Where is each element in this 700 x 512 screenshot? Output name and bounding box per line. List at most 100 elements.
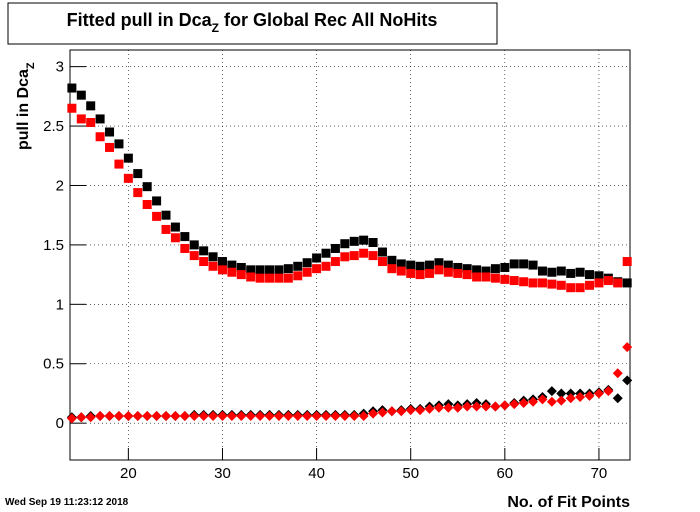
square-point — [566, 268, 576, 278]
diamond-point — [405, 405, 416, 416]
x-tick-label: 30 — [214, 465, 231, 482]
square-point — [406, 260, 416, 270]
square-point — [509, 276, 519, 286]
square-point — [95, 114, 105, 124]
diamond-point — [424, 403, 435, 414]
diamond-point — [349, 411, 360, 422]
y-tick-label: 2.5 — [43, 118, 64, 135]
diamond-point — [151, 411, 162, 422]
diamond-point — [528, 396, 539, 407]
diamond-point — [339, 411, 350, 422]
square-point — [519, 259, 529, 269]
square-point — [199, 246, 209, 256]
x-tick-label: 50 — [402, 465, 419, 482]
diamond-point — [161, 411, 171, 422]
square-point — [462, 270, 472, 280]
square-point — [321, 248, 331, 258]
square-point — [622, 257, 632, 267]
diamond-point — [462, 401, 473, 412]
square-point — [170, 222, 180, 232]
square-point — [528, 260, 538, 270]
diamond-point — [132, 411, 143, 422]
square-point — [547, 279, 557, 289]
square-point — [603, 276, 613, 286]
square-point — [123, 173, 133, 183]
square-point — [425, 260, 435, 270]
diamond-point — [179, 411, 190, 422]
square-point — [114, 159, 124, 169]
diamond-point — [593, 388, 604, 399]
title-sub: Z — [212, 21, 219, 35]
diamond-point — [433, 402, 444, 413]
square-point — [556, 280, 566, 290]
y-tick-label: 0.5 — [43, 356, 64, 373]
square-point — [208, 252, 218, 262]
diamond-point — [622, 342, 633, 353]
square-point — [368, 251, 378, 261]
square-point — [86, 101, 96, 111]
square-point — [189, 240, 199, 250]
square-point — [406, 268, 416, 278]
diamond-point — [321, 411, 331, 422]
square-point — [585, 280, 595, 290]
diamond-point — [368, 408, 379, 419]
square-point — [443, 260, 453, 270]
square-point — [180, 243, 190, 253]
square-point — [415, 261, 425, 271]
diamond-point — [85, 412, 96, 423]
square-point — [312, 253, 322, 263]
square-point — [142, 199, 152, 209]
diamond-point — [575, 392, 586, 403]
square-point — [217, 265, 227, 275]
square-point — [434, 258, 444, 268]
diamond-point — [292, 411, 303, 422]
square-point — [349, 251, 359, 261]
title-box — [7, 2, 498, 45]
diamond-point — [358, 411, 369, 422]
square-point — [227, 267, 237, 277]
square-point — [387, 255, 397, 265]
square-point — [500, 262, 510, 272]
square-point — [274, 265, 284, 275]
diamond-point — [226, 411, 237, 422]
square-point — [472, 265, 482, 275]
diamond-point — [245, 411, 256, 422]
diamond-point — [612, 393, 623, 404]
square-point — [105, 142, 115, 152]
square-point — [161, 224, 171, 234]
y-tick-label: 3 — [56, 59, 64, 76]
diamond-point — [603, 386, 614, 397]
diamond-point — [471, 401, 482, 412]
square-point — [434, 265, 444, 275]
ylabel-part: pull in Dca — [15, 69, 32, 150]
title-part: Fitted pull in Dca — [67, 10, 213, 30]
plot-frame — [69, 49, 631, 461]
diamond-point — [311, 411, 322, 422]
square-point — [575, 283, 585, 293]
square-point — [556, 266, 566, 276]
square-point — [161, 210, 171, 220]
square-point — [95, 132, 105, 142]
square-point — [142, 182, 152, 192]
square-point — [377, 257, 387, 267]
square-point — [114, 139, 124, 149]
diamond-point — [66, 413, 77, 424]
diamond-point — [490, 401, 501, 412]
diamond-point — [142, 411, 153, 422]
diamond-point — [264, 411, 275, 422]
y-tick-label: 1.5 — [43, 237, 64, 254]
y-axis-label: pull in DcaZ — [15, 62, 37, 150]
square-point — [255, 265, 265, 275]
diamond-point — [273, 411, 284, 422]
diamond-point — [104, 411, 115, 422]
square-point — [453, 262, 463, 272]
diamond-point — [622, 375, 633, 386]
diamond-point — [386, 406, 397, 417]
diamond-point — [255, 411, 266, 422]
square-point — [217, 257, 227, 267]
square-point — [302, 258, 312, 268]
square-point — [283, 264, 293, 274]
square-point — [330, 257, 340, 267]
square-point — [236, 262, 246, 272]
